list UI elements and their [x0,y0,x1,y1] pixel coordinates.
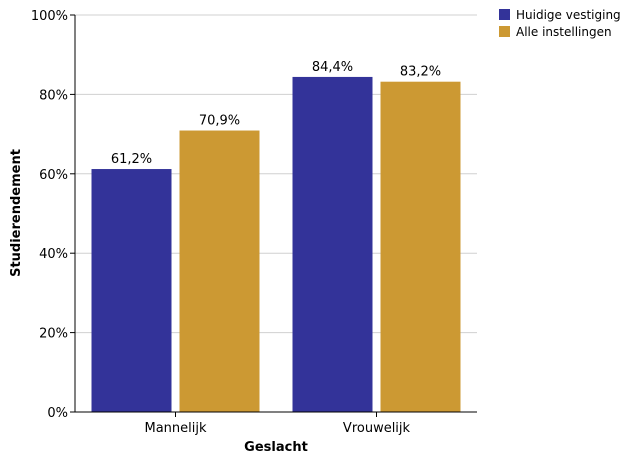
axes [74,15,477,413]
x-tick-label: Vrouwelijk [343,421,411,436]
y-axis-title: Studierendement [9,149,24,277]
y-axis-ticks: 0% 20% 40% 60% 80% 100% [31,9,75,421]
data-label: 84,4% [312,60,353,75]
legend-swatch [499,9,510,20]
y-tick-label: 40% [39,247,68,262]
data-label: 83,2% [400,65,441,80]
bar [179,130,260,413]
bar [91,169,172,412]
x-tick-label: Mannelijk [144,421,206,436]
legend-swatch [499,26,510,37]
legend-label: Huidige vestiging [516,8,621,22]
bars [91,76,461,413]
data-labels: 61,2% 70,9% 84,4% 83,2% [111,60,441,167]
bar [292,76,373,412]
data-label: 61,2% [111,152,152,167]
data-label: 70,9% [199,114,240,129]
legend-label: Alle instellingen [516,25,612,39]
y-tick-label: 100% [31,9,68,24]
y-tick-label: 60% [39,168,68,183]
x-axis-title: Geslacht [244,440,308,455]
x-axis-categories: Mannelijk Vrouwelijk [144,412,411,436]
y-tick-label: 80% [39,88,68,103]
y-tick-label: 0% [47,406,68,421]
y-tick-label: 20% [39,327,68,342]
bar [380,81,461,413]
legend: Huidige vestiging Alle instellingen [499,8,621,39]
